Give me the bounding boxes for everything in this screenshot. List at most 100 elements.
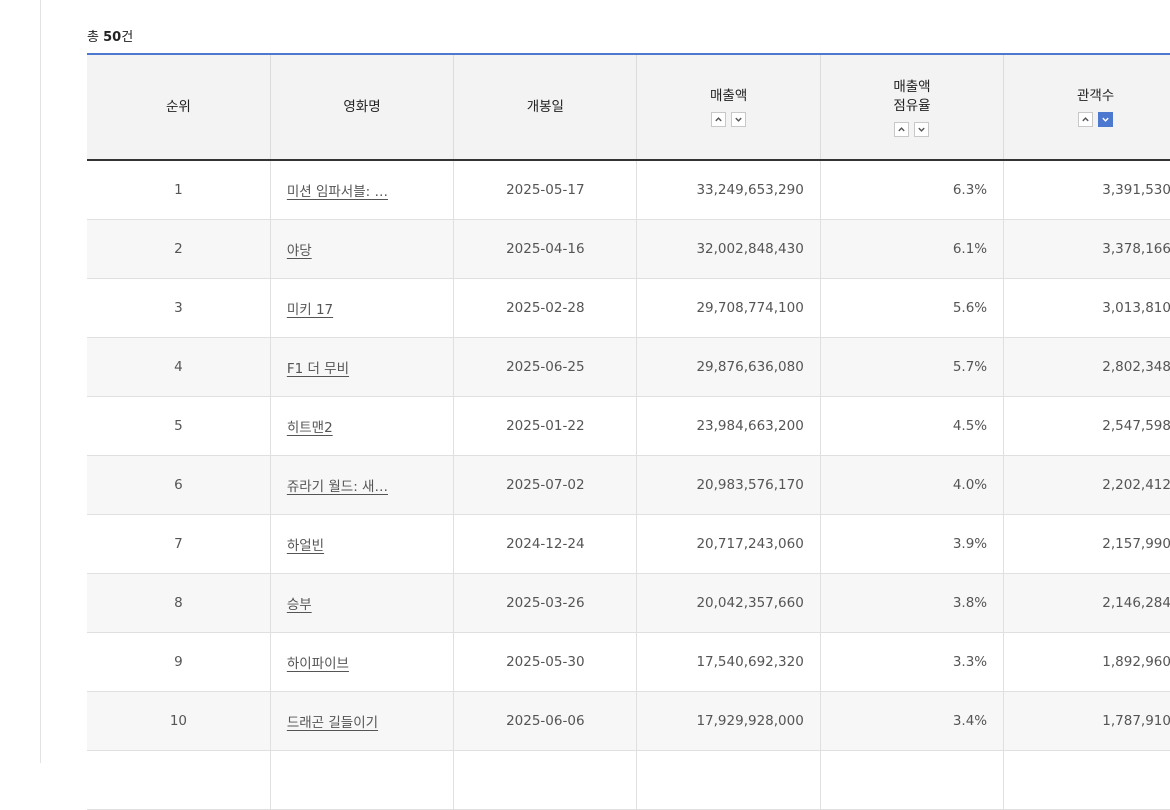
share-cell: 6.3% — [819, 160, 1004, 220]
audience-sort-asc-button[interactable] — [1078, 112, 1094, 127]
release-date-cell: 2024-12-24 — [453, 514, 637, 574]
share-sort-asc-button[interactable] — [894, 121, 910, 137]
rank-cell: 8 — [87, 573, 271, 633]
rank-cell: 1 — [87, 160, 271, 220]
revenue-cell: 20,042,357,660 — [636, 573, 821, 633]
header-title: 영화명 — [269, 53, 454, 161]
chevron-down-icon — [918, 127, 926, 132]
chevron-down-icon — [735, 117, 742, 122]
header-audience: 관객수 — [1003, 53, 1170, 161]
release-date-cell: 2025-04-16 — [453, 219, 637, 279]
table-row — [87, 750, 1170, 810]
audience-cell: 3,391,530 — [1003, 160, 1170, 220]
movie-title-link[interactable]: 야당 — [286, 243, 312, 259]
movie-title-link[interactable]: 드래곤 길들이기 — [286, 715, 379, 731]
revenue-cell: 33,249,653,290 — [636, 160, 821, 220]
chevron-up-icon — [1082, 117, 1089, 122]
table-header-row: 순위 영화명 개봉일 매출액 매출액 점유율 — [87, 53, 1170, 161]
audience-sort-desc-button[interactable] — [1098, 112, 1114, 127]
release-date-cell: 2025-02-28 — [453, 278, 637, 338]
share-cell — [819, 750, 1004, 810]
revenue-cell: 29,708,774,100 — [636, 278, 821, 338]
movie-title-link[interactable]: 히트맨2 — [286, 420, 333, 436]
total-count-number: 50 — [103, 30, 122, 45]
revenue-cell — [636, 750, 821, 810]
share-cell: 6.1% — [819, 219, 1004, 279]
movie-title-link[interactable]: 하이파이브 — [286, 656, 349, 672]
title-cell: F1 더 무비 — [269, 337, 454, 397]
audience-cell: 3,013,810 — [1003, 278, 1170, 338]
revenue-cell: 17,929,928,000 — [636, 691, 821, 751]
box-office-table: 순위 영화명 개봉일 매출액 매출액 점유율 — [87, 53, 1170, 810]
table-row: 3 미키 17 2025-02-28 29,708,774,100 5.6% 3… — [87, 278, 1170, 338]
box-office-table-container: 순위 영화명 개봉일 매출액 매출액 점유율 — [87, 53, 1170, 810]
revenue-cell: 17,540,692,320 — [636, 632, 821, 692]
title-cell: 하이파이브 — [269, 632, 454, 692]
title-cell — [269, 750, 454, 810]
revenue-cell: 32,002,848,430 — [636, 219, 821, 279]
share-cell: 3.3% — [819, 632, 1004, 692]
table-row: 7 하얼빈 2024-12-24 20,717,243,060 3.9% 2,1… — [87, 514, 1170, 574]
table-row: 5 히트맨2 2025-01-22 23,984,663,200 4.5% 2,… — [87, 396, 1170, 456]
total-count: 총 50건 — [87, 26, 133, 45]
title-cell: 미키 17 — [269, 278, 454, 338]
revenue-cell: 20,983,576,170 — [636, 455, 821, 515]
header-release-date: 개봉일 — [453, 53, 637, 161]
total-count-suffix: 건 — [121, 30, 134, 45]
revenue-cell: 20,717,243,060 — [636, 514, 821, 574]
revenue-cell: 29,876,636,080 — [636, 337, 821, 397]
table-row: 1 미션 임파서블: … 2025-05-17 33,249,653,290 6… — [87, 160, 1170, 220]
audience-cell — [1003, 750, 1170, 810]
title-cell: 쥬라기 월드: 새… — [269, 455, 454, 515]
table-row: 6 쥬라기 월드: 새… 2025-07-02 20,983,576,170 4… — [87, 455, 1170, 515]
rank-cell: 2 — [87, 219, 271, 279]
movie-title-link[interactable]: 승부 — [286, 597, 312, 613]
release-date-cell: 2025-05-30 — [453, 632, 637, 692]
share-sort-desc-button[interactable] — [914, 121, 930, 137]
movie-title-link[interactable]: 미션 임파서블: … — [286, 184, 388, 200]
revenue-sort-asc-button[interactable] — [711, 112, 727, 127]
header-rank: 순위 — [87, 53, 271, 161]
rank-cell: 3 — [87, 278, 271, 338]
share-cell: 5.7% — [819, 337, 1004, 397]
chevron-up-icon — [898, 126, 906, 131]
rank-cell: 4 — [87, 337, 271, 397]
movie-title-link[interactable]: F1 더 무비 — [286, 361, 350, 377]
chevron-down-icon — [1102, 117, 1109, 122]
table-row: 2 야당 2025-04-16 32,002,848,430 6.1% 3,37… — [87, 219, 1170, 279]
share-cell: 3.8% — [819, 573, 1004, 633]
movie-title-link[interactable]: 미키 17 — [286, 302, 334, 318]
audience-cell: 3,378,166 — [1003, 219, 1170, 279]
table-row: 9 하이파이브 2025-05-30 17,540,692,320 3.3% 1… — [87, 632, 1170, 692]
header-revenue: 매출액 — [636, 53, 821, 161]
rank-cell: 6 — [87, 455, 271, 515]
title-cell: 히트맨2 — [269, 396, 454, 456]
rank-cell: 9 — [87, 632, 271, 692]
title-cell: 미션 임파서블: … — [269, 160, 454, 220]
audience-cell: 2,157,990 — [1003, 514, 1170, 574]
audience-cell: 1,787,910 — [1003, 691, 1170, 751]
table-row: 8 승부 2025-03-26 20,042,357,660 3.8% 2,14… — [87, 573, 1170, 633]
title-cell: 승부 — [269, 573, 454, 633]
audience-cell: 2,802,348 — [1003, 337, 1170, 397]
table-row: 4 F1 더 무비 2025-06-25 29,876,636,080 5.7%… — [87, 337, 1170, 397]
header-revenue-share: 매출액 점유율 — [819, 53, 1004, 161]
left-divider — [40, 0, 41, 763]
share-cell: 3.4% — [819, 691, 1004, 751]
total-count-prefix: 총 — [87, 30, 99, 45]
release-date-cell: 2025-06-25 — [453, 337, 637, 397]
audience-cell: 2,202,412 — [1003, 455, 1170, 515]
table-row: 10 드래곤 길들이기 2025-06-06 17,929,928,000 3.… — [87, 691, 1170, 751]
share-cell: 4.0% — [819, 455, 1004, 515]
revenue-sort-desc-button[interactable] — [731, 112, 747, 127]
title-cell: 하얼빈 — [269, 514, 454, 574]
revenue-cell: 23,984,663,200 — [636, 396, 821, 456]
movie-title-link[interactable]: 하얼빈 — [286, 538, 325, 554]
release-date-cell: 2025-01-22 — [453, 396, 637, 456]
movie-title-link[interactable]: 쥬라기 월드: 새… — [286, 479, 388, 495]
release-date-cell — [453, 750, 637, 810]
rank-cell: 10 — [87, 691, 271, 751]
release-date-cell: 2025-06-06 — [453, 691, 637, 751]
share-cell: 4.5% — [819, 396, 1004, 456]
release-date-cell: 2025-05-17 — [453, 160, 637, 220]
